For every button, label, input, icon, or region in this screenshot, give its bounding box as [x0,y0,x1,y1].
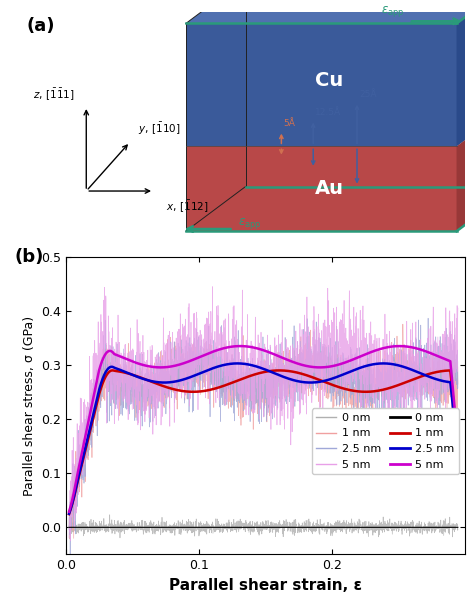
Polygon shape [456,102,474,231]
Text: $\varepsilon_{\rm app}$: $\varepsilon_{\rm app}$ [382,4,405,19]
Text: $x,\,[\bar{1}12]$: $x,\,[\bar{1}12]$ [166,198,209,214]
Text: $\varepsilon_{\rm app}$: $\varepsilon_{\rm app}$ [237,216,261,231]
Y-axis label: Parallel shear stress, σ (GPa): Parallel shear stress, σ (GPa) [23,315,36,495]
Text: 25Å: 25Å [359,91,376,99]
Text: Au: Au [315,179,344,198]
Polygon shape [456,0,474,147]
Text: Cu: Cu [315,71,343,90]
Text: (b): (b) [15,248,44,265]
Polygon shape [186,102,474,147]
Legend: 0 nm, 1 nm, 2.5 nm, 5 nm, 0 nm, 1 nm, 2.5 nm, 5 nm: 0 nm, 1 nm, 2.5 nm, 5 nm, 0 nm, 1 nm, 2.… [311,408,459,474]
Text: 12.5Å: 12.5Å [315,108,341,117]
X-axis label: Parallel shear strain, ε: Parallel shear strain, ε [169,578,362,593]
Text: $y,\,[\bar{1}10]$: $y,\,[\bar{1}10]$ [138,121,181,137]
Polygon shape [186,23,456,147]
Text: $z,\,[\bar{1}\bar{1}1]$: $z,\,[\bar{1}\bar{1}1]$ [33,86,74,102]
Polygon shape [186,147,456,231]
Text: (a): (a) [27,17,55,34]
Text: 5Å: 5Å [283,120,295,129]
Polygon shape [186,0,474,23]
